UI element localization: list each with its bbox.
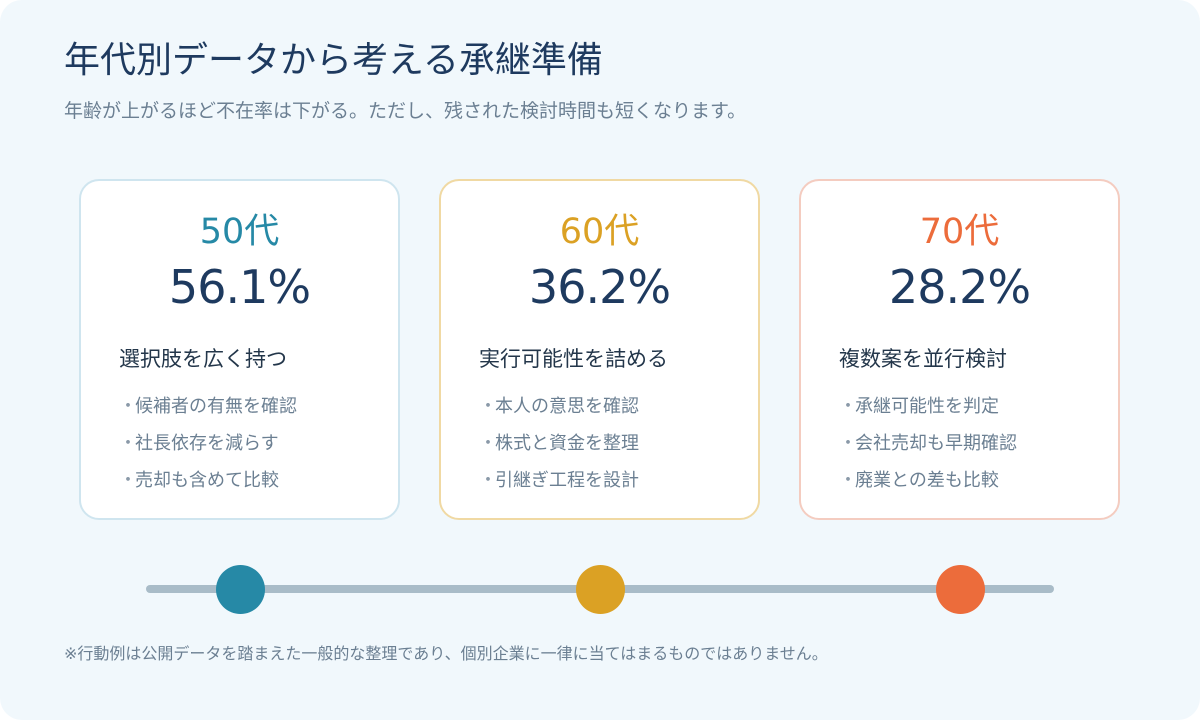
bullet-icon: ・ (479, 433, 497, 454)
action-item: ・候補者の有無を確認 (119, 388, 297, 425)
action-item-text: 本人の意思を確認 (495, 396, 639, 417)
age-card-70s: 70代 28.2% 複数案を並行検討 ・承継可能性を判定 ・会社売却も早期確認 … (799, 179, 1120, 520)
action-item-text: 社長依存を減らす (135, 433, 279, 454)
timeline-marker-70s (936, 565, 985, 614)
action-list: ・候補者の有無を確認 ・社長依存を減らす ・売却も含めて比較 (119, 388, 297, 499)
absence-rate: 36.2% (528, 260, 671, 314)
absence-rate: 56.1% (168, 260, 311, 314)
page-subtitle: 年齢が上がるほど不在率は下がる。ただし、残された検討時間も短くなります。 (64, 100, 747, 122)
age-label: 50代 (199, 212, 280, 252)
action-item-text: 候補者の有無を確認 (135, 396, 297, 417)
bullet-icon: ・ (119, 396, 137, 417)
page-title: 年代別データから考える承継準備 (64, 40, 603, 81)
action-item: ・引継ぎ工程を設計 (479, 462, 639, 499)
action-item: ・売却も含めて比較 (119, 462, 297, 499)
action-item: ・承継可能性を判定 (839, 388, 1017, 425)
bullet-icon: ・ (839, 396, 857, 417)
age-label: 70代 (919, 212, 1000, 252)
action-heading: 複数案を並行検討 (839, 347, 1007, 371)
action-list: ・本人の意思を確認 ・株式と資金を整理 ・引継ぎ工程を設計 (479, 388, 639, 499)
action-item-text: 会社売却も早期確認 (855, 433, 1017, 454)
absence-rate: 28.2% (888, 260, 1031, 314)
bullet-icon: ・ (119, 470, 137, 491)
action-list: ・承継可能性を判定 ・会社売却も早期確認 ・廃業との差も比較 (839, 388, 1017, 499)
action-item-text: 廃業との差も比較 (855, 470, 999, 491)
action-item-text: 引継ぎ工程を設計 (495, 470, 639, 491)
bullet-icon: ・ (479, 470, 497, 491)
age-label: 60代 (559, 212, 640, 252)
action-heading: 選択肢を広く持つ (119, 347, 287, 371)
action-item: ・社長依存を減らす (119, 425, 297, 462)
action-heading: 実行可能性を詰める (479, 347, 668, 371)
action-item: ・本人の意思を確認 (479, 388, 639, 425)
action-item-text: 承継可能性を判定 (855, 396, 999, 417)
bullet-icon: ・ (839, 470, 857, 491)
bullet-icon: ・ (119, 433, 137, 454)
action-item-text: 売却も含めて比較 (135, 470, 279, 491)
action-item: ・廃業との差も比較 (839, 462, 1017, 499)
footnote: ※行動例は公開データを踏まえた一般的な整理であり、個別企業に一律に当てはまるもの… (64, 644, 828, 663)
age-card-50s: 50代 56.1% 選択肢を広く持つ ・候補者の有無を確認 ・社長依存を減らす … (79, 179, 400, 520)
action-item-text: 株式と資金を整理 (495, 433, 639, 454)
bullet-icon: ・ (839, 433, 857, 454)
age-card-60s: 60代 36.2% 実行可能性を詰める ・本人の意思を確認 ・株式と資金を整理 … (439, 179, 760, 520)
bullet-icon: ・ (479, 396, 497, 417)
action-item: ・会社売却も早期確認 (839, 425, 1017, 462)
timeline-marker-60s (576, 565, 625, 614)
timeline-marker-50s (216, 565, 265, 614)
action-item: ・株式と資金を整理 (479, 425, 639, 462)
